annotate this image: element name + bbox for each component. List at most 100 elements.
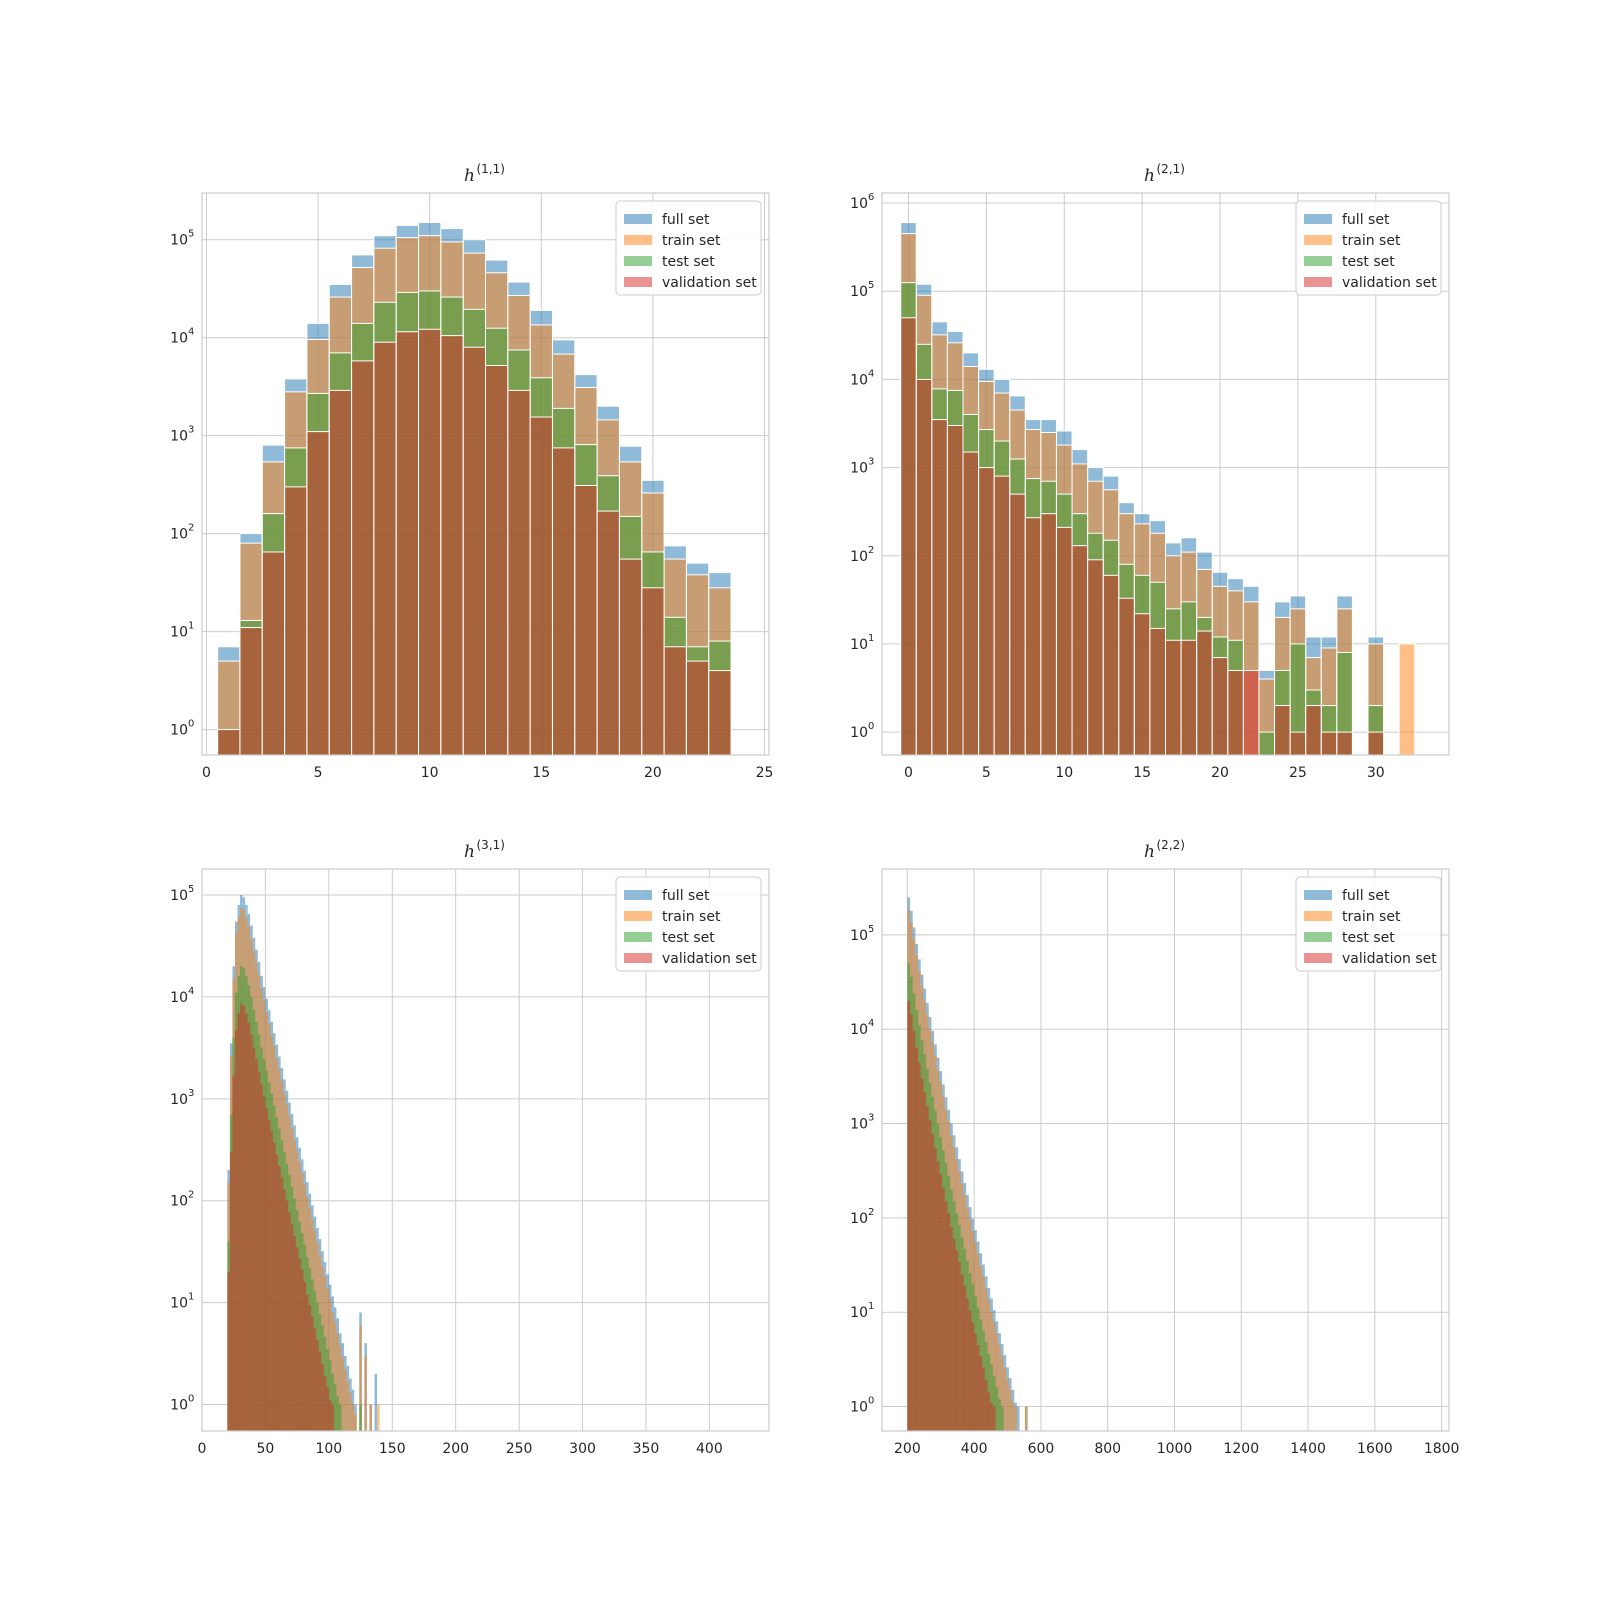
- bar: [354, 1414, 357, 1431]
- bar: [346, 1381, 350, 1431]
- bar: [912, 1030, 916, 1431]
- bar: [976, 1344, 980, 1431]
- x-tick-label: 300: [569, 1441, 596, 1457]
- legend-entry: validation set: [1342, 951, 1437, 967]
- bar: [979, 1356, 983, 1431]
- bar: [641, 587, 665, 755]
- x-tick-label: 400: [696, 1441, 723, 1457]
- legend-entry: train set: [1342, 233, 1401, 249]
- bar: [229, 1152, 233, 1431]
- y-tick-exponent: 6: [868, 192, 874, 203]
- bar: [364, 1355, 367, 1431]
- bar: [311, 1316, 314, 1431]
- bar: [270, 1131, 274, 1431]
- x-tick-label: 1400: [1290, 1441, 1326, 1457]
- y-tick-label: 10: [170, 990, 188, 1006]
- bar: [295, 1247, 299, 1431]
- bar: [947, 1213, 951, 1431]
- bar: [273, 1142, 276, 1431]
- bar: [284, 486, 308, 755]
- bar: [333, 1383, 337, 1431]
- bar: [915, 1047, 919, 1431]
- legend-swatch: [624, 214, 652, 224]
- bar: [1289, 731, 1307, 755]
- y-tick-exponent: 4: [868, 1018, 874, 1029]
- chart-title: h (1,1): [464, 162, 505, 186]
- y-tick-label: 10: [170, 1296, 188, 1312]
- bar: [245, 1013, 248, 1431]
- bar: [328, 1400, 332, 1431]
- y-tick-label: 10: [850, 372, 868, 388]
- axes-frame: [201, 192, 770, 756]
- axes-frame: [881, 192, 1450, 756]
- bar: [907, 1000, 911, 1431]
- bar: [926, 1106, 929, 1431]
- bar: [331, 1312, 334, 1431]
- bar: [931, 1134, 935, 1431]
- bar: [234, 1030, 238, 1431]
- bar: [507, 389, 531, 755]
- legend-swatch: [1304, 235, 1332, 245]
- bars: [907, 897, 1028, 1431]
- bar: [303, 1281, 307, 1431]
- bar: [915, 378, 933, 755]
- bars: [217, 221, 732, 755]
- x-tick-label: 100: [315, 1441, 342, 1457]
- y-tick-exponent: 0: [188, 1394, 194, 1405]
- y-tick-label: 10: [170, 1092, 188, 1108]
- legend-swatch: [624, 890, 652, 900]
- bar: [308, 1304, 312, 1431]
- y-tick-exponent: 4: [188, 327, 194, 338]
- bar: [1367, 731, 1385, 755]
- x-tick-label: 5: [314, 765, 323, 781]
- bar: [1071, 545, 1089, 755]
- legend-entry: validation set: [1342, 275, 1437, 291]
- x-tick-label: 200: [894, 1441, 921, 1457]
- y-tick-exponent: 4: [868, 368, 874, 379]
- bar: [963, 1285, 967, 1431]
- bar: [373, 341, 397, 755]
- bar: [998, 1399, 1001, 1431]
- bar: [966, 1298, 969, 1431]
- bar: [333, 1321, 337, 1431]
- bar: [217, 729, 241, 755]
- bar: [995, 1333, 999, 1431]
- bar: [960, 1274, 964, 1431]
- x-tick-label: 1000: [1157, 1441, 1193, 1457]
- bar: [920, 1078, 924, 1431]
- bar: [1009, 493, 1026, 755]
- bar: [708, 670, 732, 755]
- y-tick-label: 10: [170, 625, 188, 641]
- x-tick-label: 600: [1028, 1441, 1055, 1457]
- x-tick-label: 15: [532, 765, 550, 781]
- y-tick-exponent: 1: [868, 1301, 874, 1312]
- bar: [257, 1071, 261, 1431]
- bar: [265, 1108, 268, 1431]
- bar: [596, 510, 620, 755]
- y-tick-label: 10: [850, 1400, 868, 1416]
- legend-swatch: [624, 235, 652, 245]
- legend-entry: train set: [662, 233, 721, 249]
- bar: [280, 1177, 284, 1431]
- bar: [1149, 627, 1167, 755]
- bar: [418, 328, 442, 755]
- title-superscript: (2,1): [1157, 162, 1185, 176]
- y-tick-label: 10: [170, 1194, 188, 1210]
- series-validation-set: [217, 328, 732, 755]
- bar: [946, 425, 964, 755]
- bar: [306, 431, 330, 755]
- bar: [1165, 639, 1182, 755]
- bar: [993, 475, 1011, 755]
- bar: [283, 1189, 286, 1431]
- y-tick-exponent: 0: [868, 721, 874, 732]
- bar: [1000, 1356, 1004, 1431]
- bar: [992, 1376, 996, 1431]
- bar: [984, 1380, 988, 1431]
- x-tick-label: 1600: [1357, 1441, 1393, 1457]
- bar: [987, 1354, 991, 1431]
- y-tick-label: 10: [850, 725, 868, 741]
- bar: [462, 346, 486, 755]
- bar: [978, 467, 995, 755]
